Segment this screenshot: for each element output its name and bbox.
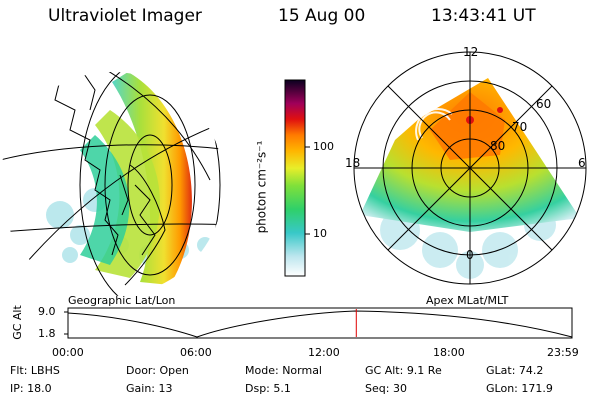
altitude-plot [64,307,573,339]
status-glat: GLat: 74.2 [486,364,544,377]
polar-panel-label: Apex MLat/MLT [426,294,509,307]
status-door: Door: Open [126,364,189,377]
time-tick: 06:00 [180,346,212,359]
mlt-label-6: 6 [578,156,586,170]
altitude-tick-high: 9.0 [38,305,56,318]
polar-map [353,51,587,285]
status-filter: Flt: LBHS [10,364,60,377]
time-tick: 00:00 [52,346,84,359]
intensity-colorbar [284,79,310,277]
observation-date: 15 Aug 00 [278,6,366,26]
geographic-panel-label: Geographic Lat/Lon [68,294,176,307]
altitude-axis-label: GC Alt [10,305,24,340]
mlt-label-18: 18 [345,156,361,170]
mlt-label-0: 0 [466,248,474,262]
observation-time: 13:43:41 UT [431,6,536,26]
status-mode: Mode: Normal [245,364,322,377]
lat-label-70: 70 [512,120,528,134]
lat-label-80: 80 [490,139,506,153]
lat-label-60: 60 [536,97,552,111]
colorbar-tick-10: 10 [313,227,327,240]
status-seq: Seq: 30 [365,382,407,395]
geographic-map [0,72,224,296]
time-tick: 18:00 [433,346,465,359]
colorbar-unit-label: photon cm⁻²s⁻¹ [254,140,269,234]
time-tick: 23:59 [547,346,579,359]
status-gc-alt: GC Alt: 9.1 Re [365,364,442,377]
status-dsp: Dsp: 5.1 [245,382,291,395]
mlt-label-12: 12 [463,45,479,59]
time-tick: 12:00 [308,346,340,359]
instrument-title: Ultraviolet Imager [48,6,202,26]
altitude-tick-low: 1.8 [38,327,56,340]
status-ip: IP: 18.0 [10,382,52,395]
status-glon: GLon: 171.9 [486,382,553,395]
status-gain: Gain: 13 [126,382,173,395]
colorbar-tick-100: 100 [313,140,334,153]
